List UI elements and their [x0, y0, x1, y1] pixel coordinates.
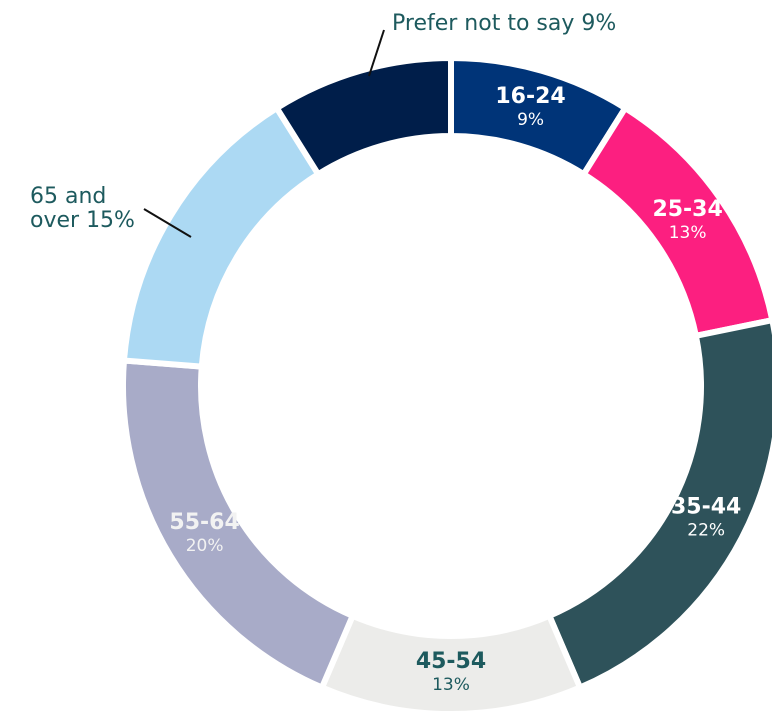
segment: [120, 103, 323, 370]
segment: [579, 103, 772, 340]
leader-line: [143, 208, 192, 238]
outer-label: Prefer not to say 9%: [392, 12, 616, 36]
category-label: 16-24: [495, 84, 565, 109]
category-label: 25-34: [652, 197, 722, 222]
leader-line: [368, 29, 385, 77]
segment: [272, 54, 454, 179]
category-label: Prefer not to say: [392, 11, 575, 36]
value-label: 22%: [687, 521, 725, 541]
value-label: 9%: [581, 11, 617, 36]
value-label: 13%: [669, 223, 707, 243]
segments: [120, 54, 772, 717]
category-label: 45-54: [416, 649, 486, 674]
value-label: 15%: [86, 208, 135, 233]
value-label: 9%: [517, 110, 544, 130]
category-label: 55-64: [169, 510, 239, 535]
value-label: 20%: [186, 536, 224, 556]
category-label: 35-44: [671, 495, 741, 520]
category-label: 65 and over: [30, 184, 107, 233]
value-label: 13%: [432, 675, 470, 695]
outer-label: 65 and over 15%: [30, 185, 142, 233]
